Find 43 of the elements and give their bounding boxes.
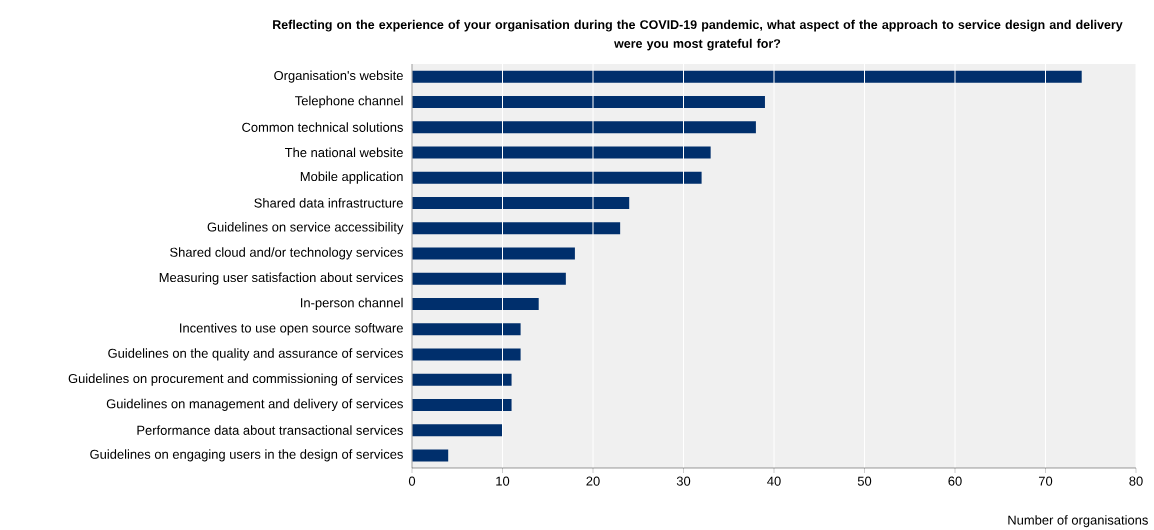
x-tick-label: 40 bbox=[767, 476, 781, 486]
bar bbox=[412, 121, 756, 134]
y-tick-label: Guidelines on management and delivery of services bbox=[106, 398, 403, 411]
x-tick-label: 0 bbox=[408, 476, 416, 486]
y-tick-label: Guidelines on procurement and commissioning of services bbox=[68, 373, 403, 386]
bar bbox=[412, 297, 539, 310]
chart-title: Reflecting on the experience of your organisation during the COVID-19 pandemic, what aspect of the approach to service design and delivery were you most grateful for? bbox=[273, 19, 1123, 51]
x-tick-label: 20 bbox=[586, 476, 600, 486]
bar bbox=[412, 247, 575, 260]
bar bbox=[412, 196, 630, 209]
x-tick-label: 30 bbox=[676, 476, 691, 486]
x-axis-title: Number of organisations bbox=[1008, 515, 1148, 528]
bar bbox=[412, 95, 765, 108]
bar bbox=[412, 449, 449, 462]
y-tick-label: Mobile application bbox=[300, 171, 403, 184]
bar bbox=[412, 272, 566, 285]
y-tick-label: Shared cloud and/or technology services bbox=[170, 247, 403, 260]
y-tick-label: Measuring user satisfaction about services bbox=[159, 272, 403, 285]
x-tick-label: 50 bbox=[857, 476, 872, 486]
y-tick-label: Guidelines on the quality and assurance of services bbox=[108, 348, 403, 361]
y-tick-label: Telephone channel bbox=[295, 95, 403, 108]
bar bbox=[412, 323, 521, 336]
x-tick-label: 80 bbox=[1129, 476, 1143, 486]
y-tick-label: In-person channel bbox=[301, 297, 403, 310]
y-tick-label: Guidelines on service accessibility bbox=[207, 222, 404, 235]
y-tick-label: Performance data about transactional services bbox=[137, 425, 403, 435]
bar bbox=[412, 70, 1082, 83]
y-tick-label: Guidelines on engaging users in the design of services bbox=[90, 449, 403, 462]
bar bbox=[412, 171, 702, 184]
y-tick-label: Incentives to use open source software bbox=[180, 323, 403, 336]
y-tick-label: Common technical solutions bbox=[242, 122, 403, 132]
bar bbox=[412, 348, 521, 361]
x-tick-label: 70 bbox=[1038, 476, 1053, 486]
y-tick-label: Shared data infrastructure bbox=[254, 198, 403, 208]
bar bbox=[412, 398, 512, 411]
x-tick-label: 60 bbox=[948, 476, 962, 486]
bar bbox=[412, 222, 621, 235]
y-tick-label: Organisation's website bbox=[274, 70, 403, 83]
y-tick-label: The national website bbox=[284, 147, 403, 158]
x-tick-label: 10 bbox=[496, 476, 510, 486]
bar bbox=[412, 424, 503, 437]
bar bbox=[412, 146, 711, 159]
bar bbox=[412, 373, 512, 386]
